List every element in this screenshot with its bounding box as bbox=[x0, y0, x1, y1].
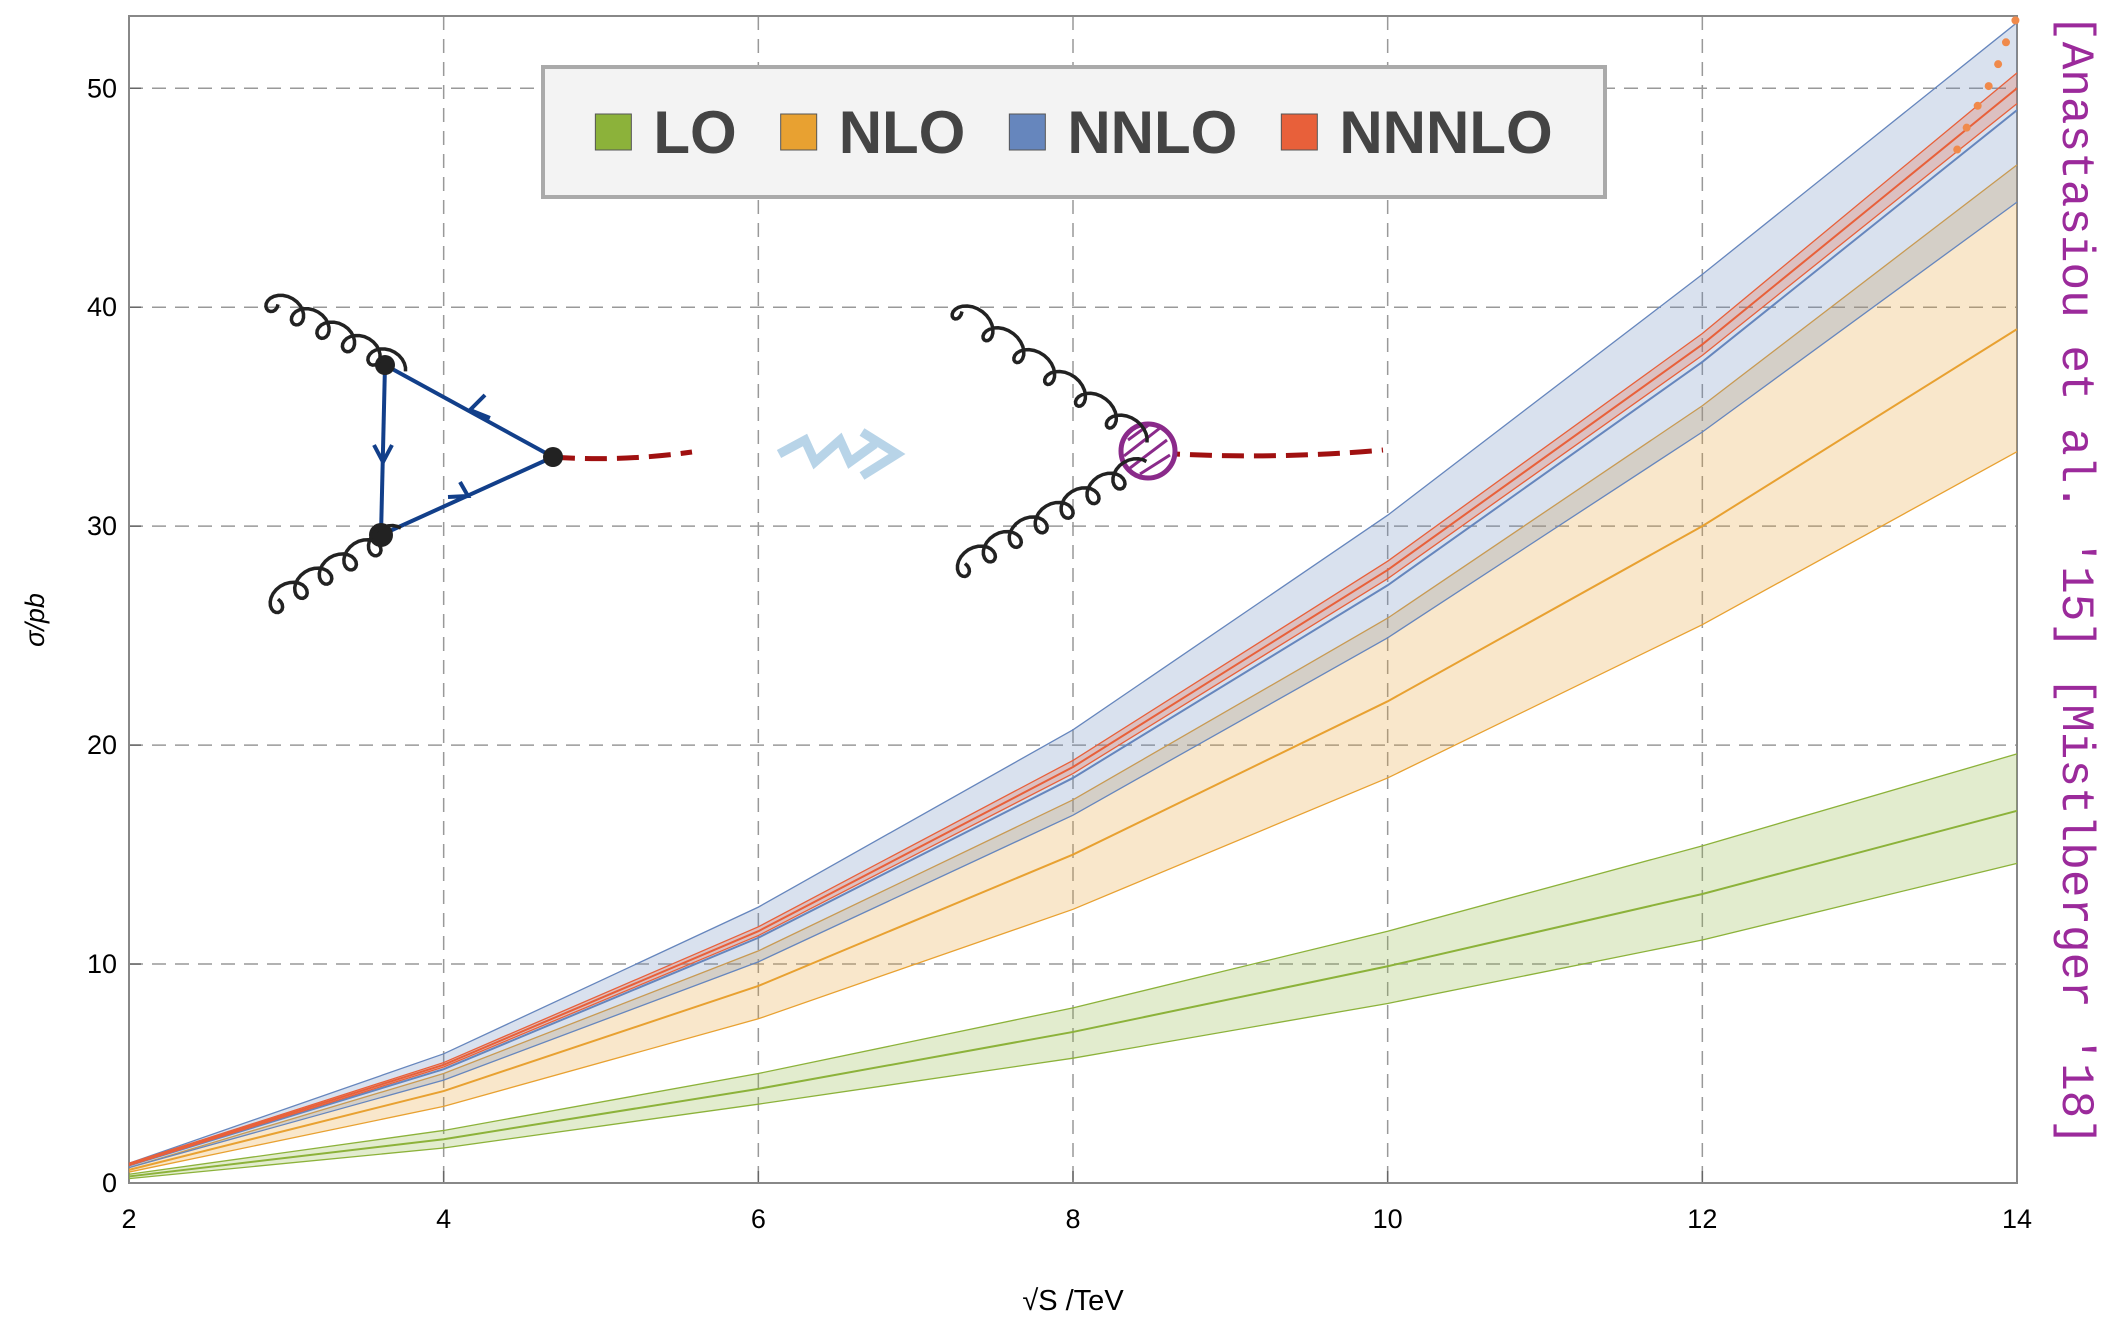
chart: 2 4 6 8 10 12 14 0 10 20 30 40 50 σ/pb √S /TeV [Anas… bbox=[0, 0, 2106, 1326]
data-point bbox=[2011, 16, 2019, 24]
y-axis-label: σ/pb bbox=[20, 593, 50, 647]
arrow-head bbox=[374, 395, 490, 497]
data-point bbox=[1953, 146, 1961, 154]
legend-label: NLO bbox=[839, 99, 966, 166]
data-point bbox=[1963, 124, 1971, 132]
legend-label: LO bbox=[653, 99, 736, 166]
data-point bbox=[1985, 82, 1993, 90]
legend-swatch bbox=[1281, 114, 1317, 150]
legend-swatch bbox=[1009, 114, 1045, 150]
feynman-diagrams bbox=[266, 295, 1383, 612]
y-tick-label: 20 bbox=[87, 730, 117, 760]
y-tick-label: 30 bbox=[87, 511, 117, 541]
legend-label: NNNLO bbox=[1339, 99, 1552, 166]
y-tick-label: 10 bbox=[87, 949, 117, 979]
y-tick-label: 40 bbox=[87, 292, 117, 322]
x-tick-label: 14 bbox=[2002, 1204, 2032, 1234]
quark-line bbox=[381, 365, 385, 535]
legend-label: NNLO bbox=[1067, 99, 1237, 166]
higgs-line bbox=[553, 452, 692, 459]
y-tick-label: 50 bbox=[87, 73, 117, 103]
legend-swatch bbox=[595, 114, 631, 150]
x-tick-label: 8 bbox=[1065, 1204, 1080, 1234]
vertex bbox=[543, 447, 563, 467]
gluon bbox=[952, 306, 1147, 443]
citation: [Anastasiou et al. '15] [Mistlberger '18… bbox=[2049, 14, 2101, 1146]
x-tick-label: 6 bbox=[751, 1204, 766, 1234]
x-tick-label: 12 bbox=[1687, 1204, 1717, 1234]
data-point bbox=[1994, 60, 2002, 68]
data-point bbox=[2002, 38, 2010, 46]
x-tick-label: 4 bbox=[436, 1204, 451, 1234]
legend-swatch bbox=[781, 114, 817, 150]
higgs-line bbox=[1158, 450, 1383, 456]
x-tick-label: 2 bbox=[121, 1204, 136, 1234]
x-axis-label: √S /TeV bbox=[1022, 1285, 1124, 1317]
reduction-arrow bbox=[779, 432, 897, 476]
gluon bbox=[958, 459, 1147, 577]
y-tick-label: 0 bbox=[102, 1168, 117, 1198]
data-point bbox=[1974, 102, 1982, 110]
x-tick-label: 10 bbox=[1373, 1204, 1403, 1234]
